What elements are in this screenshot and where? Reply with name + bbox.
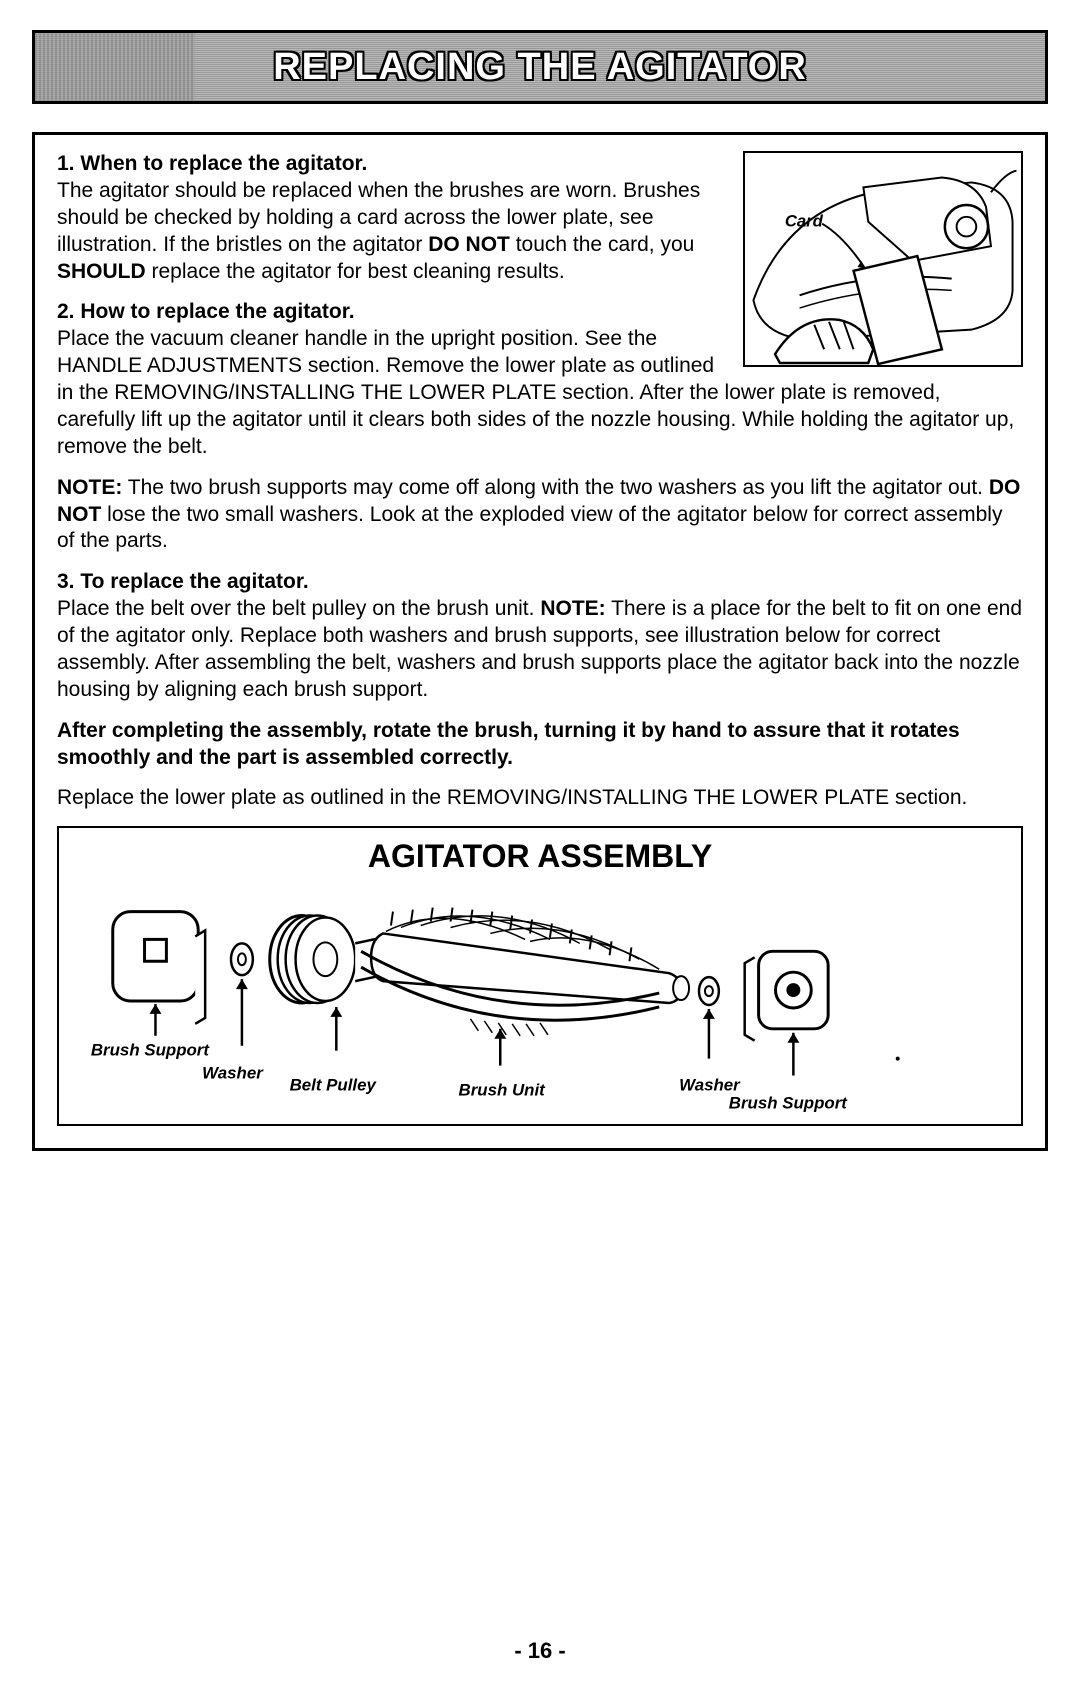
- page-title: REPLACING THE AGITATOR: [273, 46, 807, 89]
- replace-plate-note: Replace the lower plate as outlined in t…: [57, 785, 1023, 812]
- callout-washer-right: Washer: [679, 1076, 741, 1095]
- section-2-head: 2. How to replace the agitator.: [57, 300, 355, 323]
- title-bar: REPLACING THE AGITATOR: [32, 30, 1048, 104]
- page-number: - 16 -: [0, 1638, 1080, 1664]
- after-assembly-note: After completing the assembly, rotate th…: [57, 718, 1023, 772]
- section-1-donot: DO NOT: [428, 233, 510, 256]
- washer-left-icon: [231, 944, 253, 976]
- section-3: 3. To replace the agitator. Place the be…: [57, 569, 1023, 703]
- brush-support-left-icon: [113, 912, 205, 1024]
- fig1-card-label: Card: [785, 212, 824, 231]
- section-1-body-c: replace the agitator for best cleaning r…: [146, 260, 565, 283]
- note-body-a: The two brush supports may come off alon…: [122, 476, 989, 499]
- note-1: NOTE: The two brush supports may come of…: [57, 475, 1023, 556]
- brush-support-right-icon: [745, 952, 828, 1041]
- assembly-title: AGITATOR ASSEMBLY: [73, 838, 1007, 875]
- content-box: Card 1. When to replace the agitator. Th…: [32, 132, 1048, 1151]
- callout-brush-support-left: Brush Support: [91, 1041, 210, 1060]
- callout-washer-left: Washer: [202, 1064, 264, 1083]
- note-label: NOTE:: [57, 476, 122, 499]
- section-3-note: NOTE:: [540, 597, 605, 620]
- section-1-body-b: touch the card, you: [510, 233, 694, 256]
- agitator-assembly-illustration: Brush Support Washer: [73, 881, 1007, 1121]
- agitator-assembly-figure: AGITATOR ASSEMBLY Brush Support: [57, 826, 1023, 1126]
- page: REPLACING THE AGITATOR: [0, 0, 1080, 1684]
- section-3-head: 3. To replace the agitator.: [57, 570, 309, 593]
- note-body-b: lose the two small washers. Look at the …: [57, 503, 1002, 553]
- brush-unit-icon: [361, 908, 681, 1036]
- section-1-should: SHOULD: [57, 260, 146, 283]
- callout-belt-pulley: Belt Pulley: [290, 1076, 378, 1095]
- section-3-body-a: Place the belt over the belt pulley on t…: [57, 597, 540, 620]
- callout-brush-unit: Brush Unit: [459, 1081, 547, 1100]
- card-test-figure: Card: [743, 151, 1023, 367]
- section-1-head: 1. When to replace the agitator.: [57, 152, 367, 175]
- washer-right-icon: [699, 977, 719, 1005]
- card-test-illustration: Card: [745, 153, 1021, 365]
- callout-brush-support-right: Brush Support: [729, 1094, 848, 1113]
